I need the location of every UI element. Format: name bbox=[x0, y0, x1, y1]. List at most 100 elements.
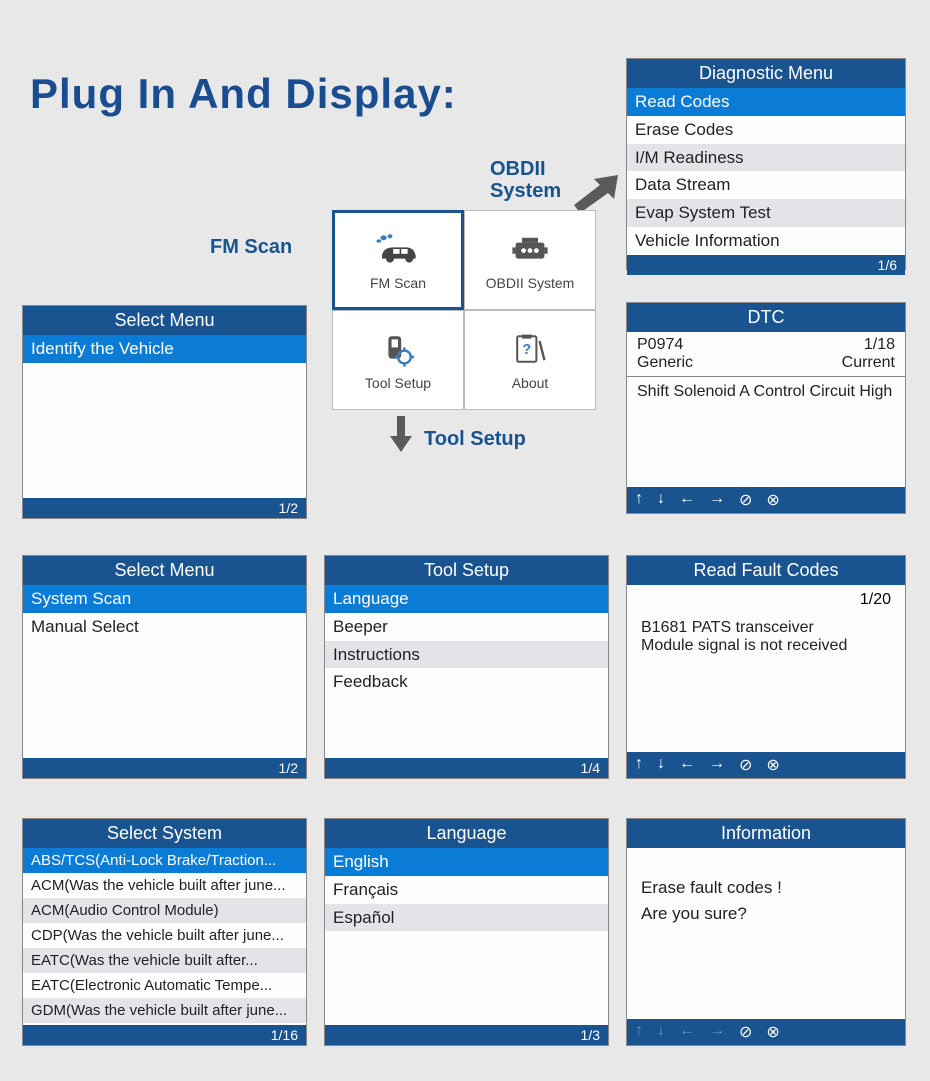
tool-icon bbox=[374, 329, 422, 369]
engine-icon bbox=[506, 229, 554, 269]
nav-cancel-icon[interactable]: ⊗ bbox=[766, 490, 779, 510]
panel-select-menu-2-header: Select Menu bbox=[23, 556, 306, 585]
panel-dtc: DTC P0974 Generic 1/18 Current Shift Sol… bbox=[626, 302, 906, 514]
label-obdii-l2: System bbox=[490, 180, 561, 202]
information-line2: Are you sure? bbox=[641, 904, 891, 924]
nav-up-icon[interactable]: ↑ bbox=[635, 755, 643, 775]
dtc-type: Generic bbox=[637, 354, 693, 372]
list-item[interactable]: Español bbox=[325, 904, 608, 932]
list-item[interactable]: ACM(Was the vehicle built after june... bbox=[23, 873, 306, 898]
nav-left-icon[interactable]: ← bbox=[679, 1022, 695, 1042]
list-item[interactable]: I/M Readiness bbox=[627, 144, 905, 172]
menu-obdii[interactable]: OBDII System bbox=[464, 210, 596, 310]
information-body: Erase fault codes ! Are you sure? bbox=[627, 848, 905, 954]
panel-footer: 1/4 bbox=[325, 758, 608, 778]
list-item[interactable]: EATC(Was the vehicle built after... bbox=[23, 948, 306, 973]
about-icon: ? bbox=[506, 329, 554, 369]
panel-information-header: Information bbox=[627, 819, 905, 848]
menu-about-label: About bbox=[512, 375, 549, 391]
menu-tool-setup[interactable]: Tool Setup bbox=[332, 310, 464, 410]
list-item[interactable]: Manual Select bbox=[23, 613, 306, 641]
list-item[interactable]: CDP(Was the vehicle built after june... bbox=[23, 923, 306, 948]
list-item[interactable]: GDM(Was the vehicle built after june... bbox=[23, 998, 306, 1023]
list-item[interactable]: Evap System Test bbox=[627, 199, 905, 227]
nav-down-icon[interactable]: ↓ bbox=[657, 755, 665, 775]
nav-right-icon[interactable]: → bbox=[709, 755, 725, 775]
panel-read-fault: Read Fault Codes 1/20 B1681 PATS transce… bbox=[626, 555, 906, 779]
list-item[interactable]: Identify the Vehicle bbox=[23, 335, 306, 363]
list-item[interactable]: ABS/TCS(Anti-Lock Brake/Traction... bbox=[23, 848, 306, 873]
page-title: Plug In And Display: bbox=[30, 70, 457, 118]
list-item[interactable]: Erase Codes bbox=[627, 116, 905, 144]
panel-diagnostic-menu: Diagnostic Menu Read Codes Erase Codes I… bbox=[626, 58, 906, 270]
list-item[interactable]: Français bbox=[325, 876, 608, 904]
svg-text:?: ? bbox=[522, 342, 531, 358]
panel-footer: 1/2 bbox=[23, 498, 306, 518]
panel-footer: 1/6 bbox=[627, 255, 905, 275]
panel-select-menu-2: Select Menu System Scan Manual Select 1/… bbox=[22, 555, 307, 779]
label-obdii-l1: OBDII bbox=[490, 158, 561, 180]
menu-tool-setup-label: Tool Setup bbox=[365, 375, 431, 391]
nav-ok-icon[interactable]: ⊘ bbox=[739, 1022, 752, 1042]
list-item[interactable]: Data Stream bbox=[627, 171, 905, 199]
label-fm-scan: FM Scan bbox=[210, 236, 292, 259]
nav-right-icon[interactable]: → bbox=[709, 1022, 725, 1042]
panel-diagnostic-menu-header: Diagnostic Menu bbox=[627, 59, 905, 88]
label-tool-setup: Tool Setup bbox=[424, 428, 526, 451]
list-item[interactable]: English bbox=[325, 848, 608, 876]
nav-up-icon[interactable]: ↑ bbox=[635, 490, 643, 510]
menu-fm-scan[interactable]: FM Scan bbox=[332, 210, 464, 310]
arrow-down-icon bbox=[390, 416, 412, 452]
list-item[interactable]: Feedback bbox=[325, 668, 608, 696]
panel-read-fault-header: Read Fault Codes bbox=[627, 556, 905, 585]
nav-ok-icon[interactable]: ⊘ bbox=[739, 755, 752, 775]
label-obdii: OBDII System bbox=[490, 158, 561, 202]
panel-tool-setup-header: Tool Setup bbox=[325, 556, 608, 585]
list-item[interactable]: EATC(Electronic Automatic Tempe... bbox=[23, 973, 306, 998]
main-menu-grid: FM Scan OBDII System Tool Setup ? About bbox=[332, 210, 596, 410]
panel-footer: 1/2 bbox=[23, 758, 306, 778]
panel-select-menu-1: Select Menu Identify the Vehicle 1/2 bbox=[22, 305, 307, 519]
information-line1: Erase fault codes ! bbox=[641, 878, 891, 898]
dtc-info-row: P0974 Generic 1/18 Current bbox=[627, 332, 905, 377]
read-fault-count: 1/20 bbox=[627, 585, 905, 609]
nav-down-icon[interactable]: ↓ bbox=[657, 490, 665, 510]
read-fault-line2: Module signal is not received bbox=[641, 637, 891, 655]
panel-select-menu-1-header: Select Menu bbox=[23, 306, 306, 335]
list-item[interactable]: Vehicle Information bbox=[627, 227, 905, 255]
read-fault-body: B1681 PATS transceiver Module signal is … bbox=[627, 609, 905, 665]
list-item[interactable]: Instructions bbox=[325, 641, 608, 669]
panel-select-system-header: Select System bbox=[23, 819, 306, 848]
panel-select-system: Select System ABS/TCS(Anti-Lock Brake/Tr… bbox=[22, 818, 307, 1046]
nav-ok-icon[interactable]: ⊘ bbox=[739, 490, 752, 510]
list-item[interactable]: ACM(Audio Control Module) bbox=[23, 898, 306, 923]
panel-footer: 1/3 bbox=[325, 1025, 608, 1045]
list-item[interactable]: Beeper bbox=[325, 613, 608, 641]
menu-fm-scan-label: FM Scan bbox=[370, 275, 426, 291]
menu-about[interactable]: ? About bbox=[464, 310, 596, 410]
arrow-upright-icon bbox=[574, 175, 618, 213]
nav-left-icon[interactable]: ← bbox=[679, 490, 695, 510]
nav-right-icon[interactable]: → bbox=[709, 490, 725, 510]
list-item[interactable]: Language bbox=[325, 585, 608, 613]
panel-tool-setup: Tool Setup Language Beeper Instructions … bbox=[324, 555, 609, 779]
panel-footer: 1/16 bbox=[23, 1025, 306, 1045]
nav-footer: ↑ ↓ ← → ⊘ ⊗ bbox=[627, 752, 905, 778]
panel-language-header: Language bbox=[325, 819, 608, 848]
dtc-code: P0974 bbox=[637, 336, 693, 354]
list-item[interactable]: System Scan bbox=[23, 585, 306, 613]
nav-up-icon[interactable]: ↑ bbox=[635, 1022, 643, 1042]
nav-down-icon[interactable]: ↓ bbox=[657, 1022, 665, 1042]
car-icon bbox=[374, 229, 422, 269]
dtc-count: 1/18 bbox=[842, 336, 895, 354]
nav-footer: ↑ ↓ ← → ⊘ ⊗ bbox=[627, 1019, 905, 1045]
nav-left-icon[interactable]: ← bbox=[679, 755, 695, 775]
list-item[interactable]: Read Codes bbox=[627, 88, 905, 116]
nav-cancel-icon[interactable]: ⊗ bbox=[766, 1022, 779, 1042]
dtc-status: Current bbox=[842, 354, 895, 372]
panel-language: Language English Français Español 1/3 bbox=[324, 818, 609, 1046]
panel-information: Information Erase fault codes ! Are you … bbox=[626, 818, 906, 1046]
dtc-description: Shift Solenoid A Control Circuit High bbox=[627, 377, 905, 407]
read-fault-line1: B1681 PATS transceiver bbox=[641, 619, 891, 637]
nav-cancel-icon[interactable]: ⊗ bbox=[766, 755, 779, 775]
